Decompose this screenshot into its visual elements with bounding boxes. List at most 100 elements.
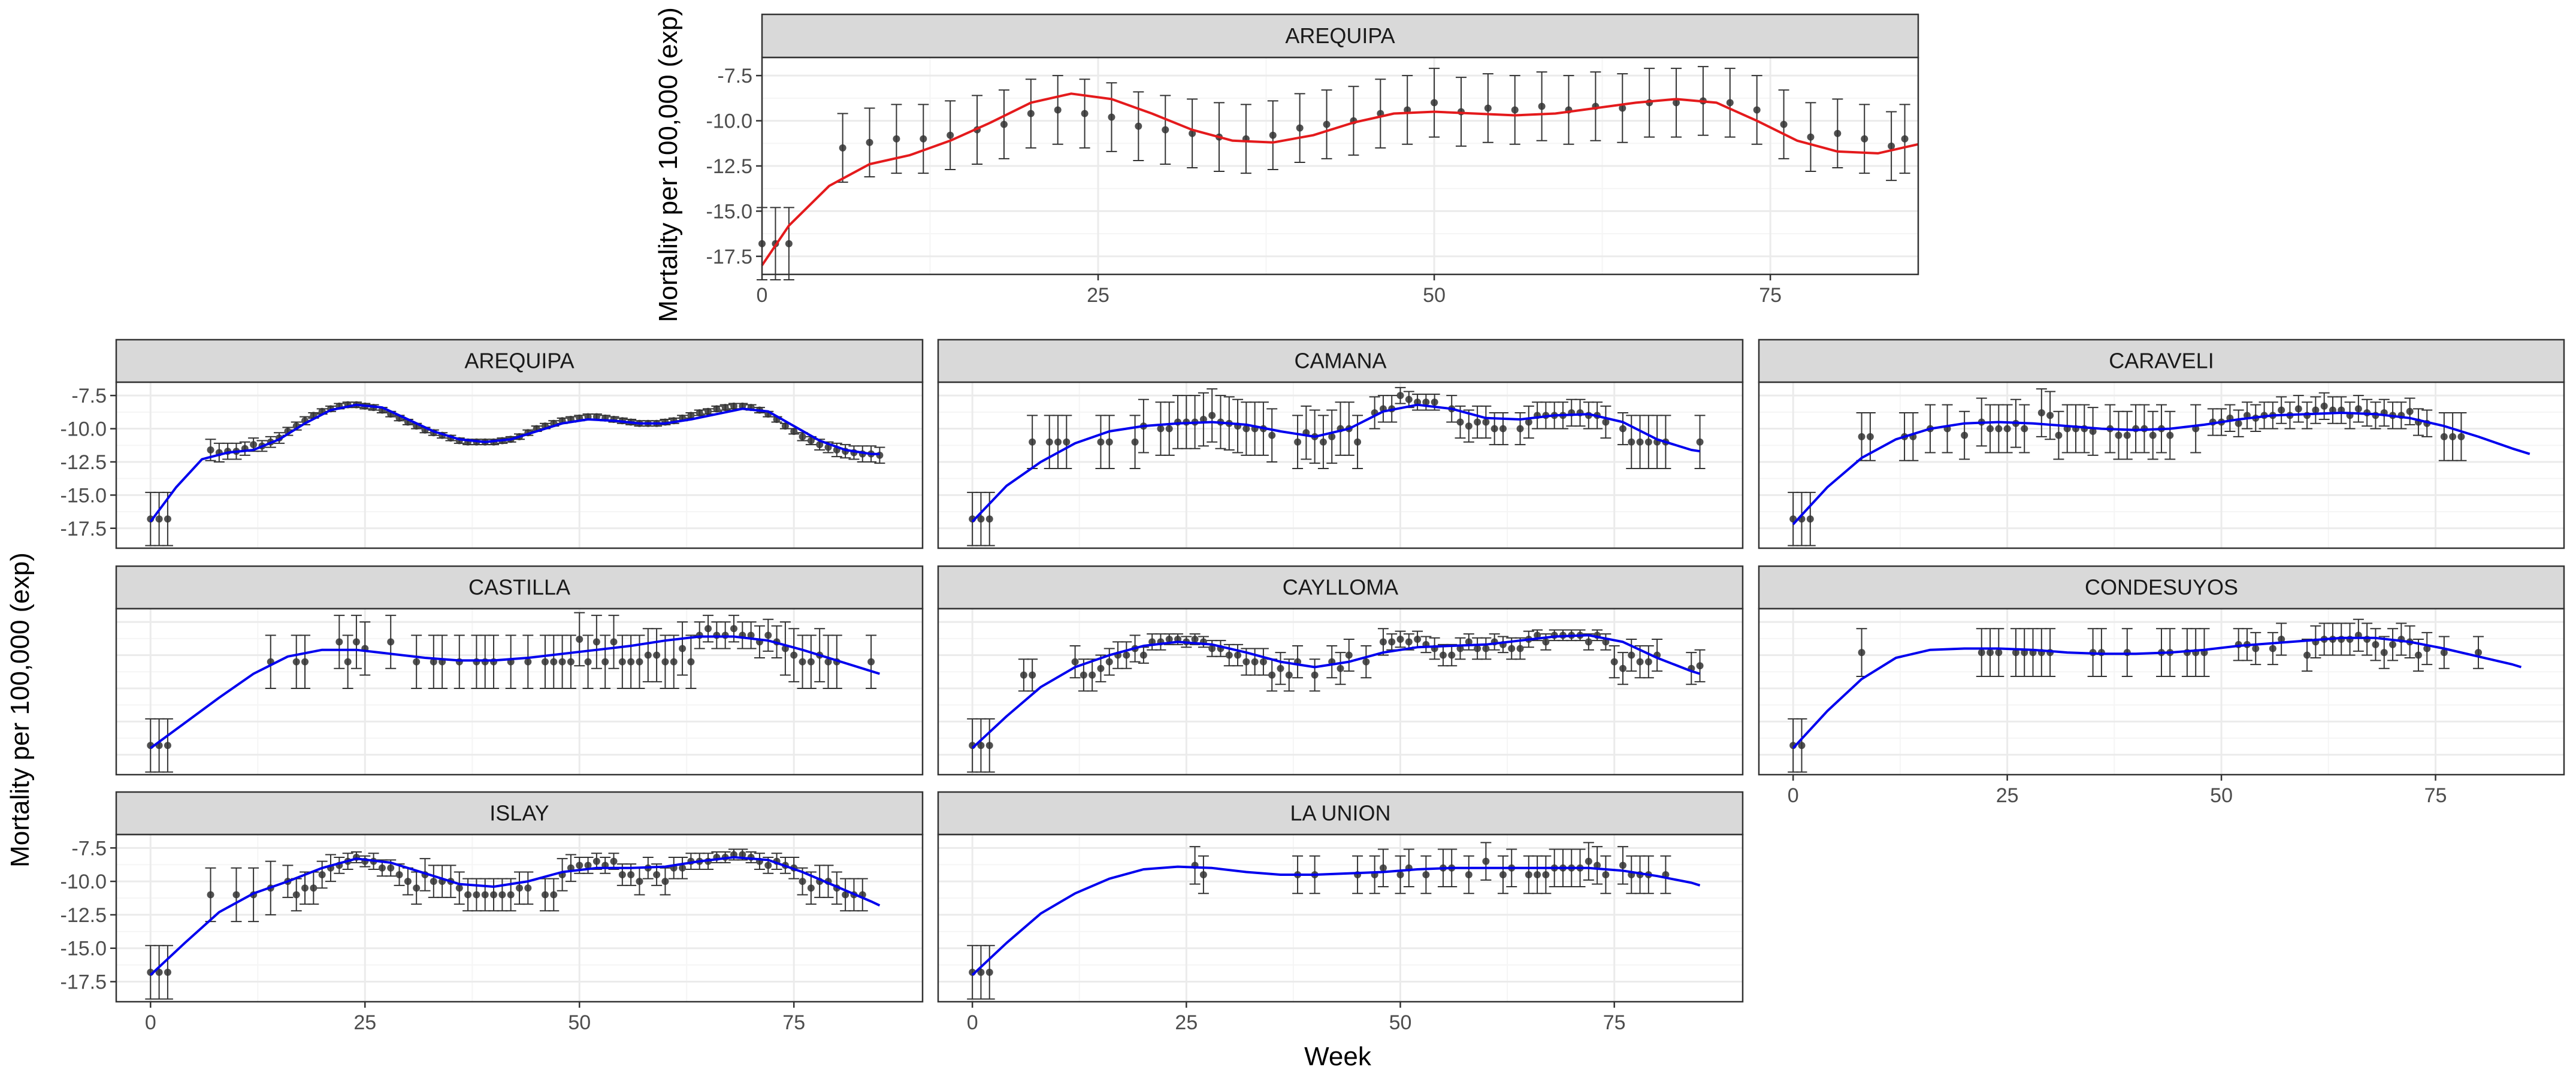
data-point bbox=[387, 864, 395, 872]
data-point bbox=[1285, 671, 1293, 679]
data-point bbox=[378, 864, 386, 872]
data-point bbox=[610, 638, 618, 646]
data-point bbox=[876, 451, 884, 459]
data-point bbox=[618, 871, 626, 878]
data-point bbox=[1534, 871, 1541, 878]
data-point bbox=[2449, 433, 2457, 440]
x-tick-label: 25 bbox=[1996, 784, 2019, 807]
data-point bbox=[1987, 649, 1994, 657]
data-point bbox=[799, 658, 806, 666]
data-point bbox=[1362, 658, 1370, 666]
panel-border bbox=[1758, 608, 2565, 776]
data-point bbox=[352, 638, 360, 646]
data-point bbox=[2303, 651, 2311, 659]
data-point bbox=[1296, 124, 1304, 132]
facet-strip-label: CONDESUYOS bbox=[2085, 575, 2238, 600]
panel-background bbox=[116, 609, 923, 775]
data-point bbox=[576, 862, 583, 869]
fitted-curve bbox=[149, 856, 881, 976]
data-point bbox=[721, 631, 729, 639]
data-point bbox=[164, 742, 171, 749]
data-point bbox=[790, 427, 798, 435]
data-point bbox=[413, 658, 421, 666]
data-point bbox=[387, 638, 395, 646]
facet-panel: ISLAY -7.5 -10.0 -12.5 -15.0 -17.5 0 25 50 75 bbox=[61, 791, 924, 1034]
data-point bbox=[1858, 433, 1866, 440]
fitted-curve bbox=[150, 635, 880, 749]
data-point bbox=[2115, 431, 2123, 439]
data-point bbox=[1396, 392, 1404, 400]
data-point bbox=[610, 857, 618, 865]
y-tick-label: -17.5 bbox=[706, 246, 753, 268]
data-point bbox=[730, 625, 737, 633]
data-point bbox=[730, 402, 737, 410]
data-point bbox=[430, 658, 437, 666]
facet-panel: CASTILLA bbox=[115, 565, 924, 776]
data-point bbox=[1484, 104, 1492, 112]
data-point bbox=[764, 631, 772, 639]
data-point bbox=[1499, 425, 1507, 433]
data-point bbox=[1644, 658, 1652, 666]
data-point bbox=[1798, 742, 1806, 749]
data-point bbox=[920, 135, 927, 143]
data-point bbox=[301, 884, 309, 892]
data-point bbox=[1726, 99, 1734, 107]
data-point bbox=[713, 631, 721, 639]
data-point bbox=[679, 864, 687, 872]
data-point bbox=[1780, 120, 1788, 128]
data-point bbox=[764, 862, 772, 869]
data-point bbox=[507, 891, 515, 899]
data-point bbox=[1431, 99, 1438, 107]
x-tick-label: 25 bbox=[1175, 1011, 1198, 1034]
data-point bbox=[1251, 658, 1259, 666]
data-point bbox=[1499, 871, 1507, 878]
data-point bbox=[455, 884, 463, 892]
data-point bbox=[2123, 431, 2131, 439]
data-point bbox=[1422, 871, 1430, 878]
data-point bbox=[1602, 418, 1610, 426]
facet-strip-label: CAMANA bbox=[1294, 349, 1386, 373]
panel-background bbox=[116, 382, 923, 548]
data-point bbox=[1673, 99, 1680, 107]
data-point bbox=[1071, 658, 1079, 666]
facet-panel: CONDESUYOS 0 25 50 75 bbox=[1758, 565, 2565, 807]
data-point bbox=[1585, 638, 1592, 646]
data-point bbox=[816, 441, 824, 449]
x-tick-label: 25 bbox=[353, 1011, 376, 1034]
data-point bbox=[1268, 671, 1276, 679]
data-point bbox=[1242, 658, 1250, 666]
data-point bbox=[1029, 438, 1036, 446]
data-point bbox=[653, 871, 661, 878]
x-tick-label: 50 bbox=[1423, 284, 1446, 307]
x-tick-label: 0 bbox=[1788, 784, 1799, 807]
data-point bbox=[1165, 425, 1173, 433]
facet-strip bbox=[761, 13, 1919, 59]
data-point bbox=[1619, 664, 1626, 672]
data-point bbox=[1753, 106, 1761, 114]
data-point bbox=[2475, 649, 2483, 657]
data-point bbox=[705, 625, 712, 633]
data-point bbox=[2372, 640, 2380, 648]
x-tick-label: 75 bbox=[1759, 284, 1782, 307]
data-point bbox=[1277, 664, 1284, 672]
data-point bbox=[2252, 645, 2260, 652]
data-point bbox=[799, 878, 806, 885]
data-point bbox=[1242, 425, 1250, 433]
data-point bbox=[1987, 425, 1994, 433]
data-point bbox=[1516, 425, 1524, 433]
data-point bbox=[1234, 651, 1242, 659]
data-point bbox=[164, 515, 171, 523]
data-point bbox=[155, 968, 163, 976]
data-point bbox=[1866, 433, 1874, 440]
data-point bbox=[2363, 635, 2371, 643]
data-point bbox=[567, 658, 575, 666]
x-tick-label: 75 bbox=[782, 1011, 805, 1034]
facet-strip bbox=[115, 339, 924, 383]
x-tick-label: 75 bbox=[2424, 784, 2447, 807]
y-tick-label: -12.5 bbox=[61, 904, 107, 927]
x-axis-label: Week bbox=[1304, 1042, 1372, 1071]
data-point bbox=[550, 891, 558, 899]
y-tick-label: -12.5 bbox=[706, 155, 753, 178]
data-point bbox=[1482, 645, 1490, 652]
data-point bbox=[985, 968, 993, 976]
